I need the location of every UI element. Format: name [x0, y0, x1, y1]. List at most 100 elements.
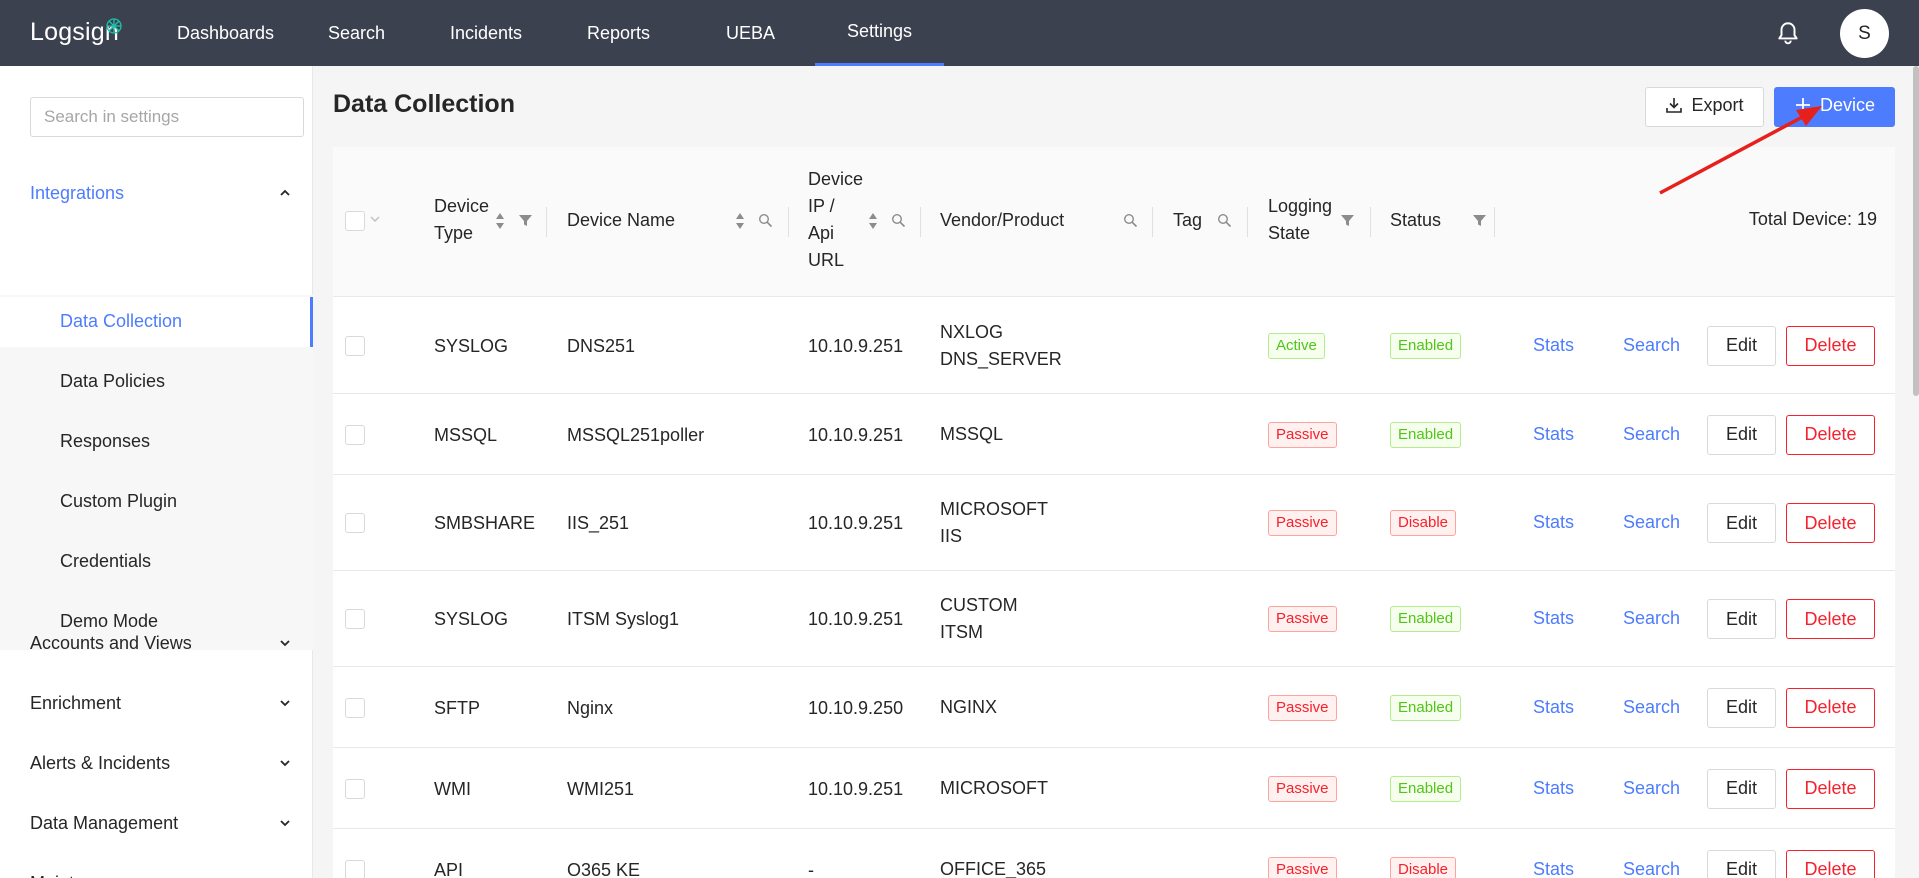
delete-button[interactable]: Delete [1786, 325, 1875, 366]
notification-bell-icon[interactable] [1775, 20, 1801, 46]
cell-device-name: IIS_251 [567, 513, 630, 533]
vendor-line: NXLOG [940, 321, 1004, 342]
edit-button[interactable]: Edit [1707, 414, 1776, 455]
chevron-up-icon [280, 189, 290, 196]
sidebar-group-maintenance[interactable]: Maintenance [0, 855, 313, 878]
sidebar-item-responses[interactable]: Responses [0, 417, 313, 467]
stats-link[interactable]: Stats [1533, 334, 1575, 355]
row-checkbox[interactable] [345, 513, 365, 533]
sidebar-item-custom-plugin[interactable]: Custom Plugin [0, 477, 313, 527]
page-scrollbar[interactable] [1913, 66, 1919, 396]
column-divider [1370, 207, 1371, 237]
edit-button[interactable]: Edit [1707, 849, 1776, 878]
column-divider [546, 207, 547, 237]
stats-link[interactable]: Stats [1533, 696, 1575, 717]
search-icon[interactable] [758, 213, 773, 228]
cell-device-type: MSSQL [434, 424, 498, 445]
vendor-line: ITSM [940, 622, 983, 642]
nav-incidents[interactable]: Incidents [450, 23, 523, 43]
row-checkbox[interactable] [345, 778, 365, 799]
edit-button[interactable]: Edit [1707, 599, 1776, 639]
top-navigation-bar: Logsign Dashboards Search Incidents Reports… [0, 0, 1919, 66]
cell-vendor-product: NGINX [940, 694, 997, 721]
filter-icon[interactable] [518, 213, 533, 228]
search-link[interactable]: Search [1623, 512, 1681, 532]
row-checkbox[interactable] [345, 424, 365, 445]
nav-reports[interactable]: Reports [587, 23, 651, 43]
delete-button[interactable]: Delete [1786, 599, 1875, 639]
cell-device-type: SFTP [434, 697, 481, 718]
chevron-down-icon [280, 820, 290, 827]
edit-button[interactable]: Edit [1707, 325, 1776, 366]
status-badge: Disable [1390, 510, 1457, 536]
cell-vendor-product: MICROSOFT IIS [940, 496, 1048, 550]
cell-device-ip: 10.10.9.251 [808, 335, 904, 356]
stats-link[interactable]: Stats [1533, 512, 1575, 532]
add-device-button[interactable]: Device [1774, 87, 1895, 127]
search-link[interactable]: Search [1623, 608, 1681, 628]
sidebar-group-enrichment[interactable]: Enrichment [0, 675, 313, 735]
table-row: API O365 KE - OFFICE_365 Passive Disable Stats… [333, 829, 1895, 878]
stats-link[interactable]: Stats [1533, 858, 1575, 878]
sidebar-item-demo-mode[interactable]: Demo Mode [0, 597, 313, 647]
sidebar-group-data-management[interactable]: Data Management [0, 795, 313, 855]
delete-button[interactable]: Delete [1786, 414, 1875, 455]
stats-link[interactable]: Stats [1533, 423, 1575, 444]
sort-icon[interactable] [494, 211, 506, 231]
nav-dashboards[interactable]: Dashboards [177, 23, 275, 43]
chevron-down-icon [280, 700, 290, 707]
sort-icon[interactable] [734, 211, 746, 231]
stats-link[interactable]: Stats [1533, 777, 1575, 798]
cell-device-ip: - [808, 859, 814, 878]
vendor-line: MICROSOFT [940, 778, 1048, 798]
table-row: SFTP Nginx 10.10.9.250 NGINX Passive Enabled S… [333, 667, 1895, 748]
sort-icon[interactable] [867, 211, 879, 231]
filter-icon[interactable] [1472, 213, 1487, 228]
sidebar-group-alerts-incidents[interactable]: Alerts & Incidents [0, 735, 313, 795]
edit-button[interactable]: Edit [1707, 503, 1776, 543]
search-link[interactable]: Search [1623, 696, 1681, 717]
row-checkbox[interactable] [345, 335, 365, 356]
sidebar-group-accounts-and-views[interactable]: Accounts and Views [0, 615, 313, 675]
search-icon[interactable] [1123, 213, 1138, 228]
vendor-line: OFFICE_365 [940, 859, 1047, 878]
row-checkbox[interactable] [345, 697, 365, 718]
export-button[interactable]: Export [1645, 87, 1764, 127]
delete-button[interactable]: Delete [1786, 503, 1875, 543]
edit-button[interactable]: Edit [1707, 687, 1776, 728]
search-link[interactable]: Search [1623, 777, 1681, 798]
row-checkbox[interactable] [345, 859, 365, 878]
search-link[interactable]: Search [1623, 423, 1681, 444]
cell-vendor-product: MICROSOFT [940, 775, 1048, 802]
vendor-line: MSSQL [940, 424, 1004, 444]
column-device-ip-line1: Device [808, 169, 864, 189]
status-badge: Disable [1390, 856, 1457, 878]
nav-settings[interactable]: Settings [815, 0, 944, 66]
stats-link[interactable]: Stats [1533, 608, 1575, 628]
user-avatar[interactable]: S [1840, 9, 1889, 58]
filter-icon[interactable] [1340, 213, 1355, 228]
edit-button[interactable]: Edit [1707, 768, 1776, 809]
brand-logo[interactable]: Logsign [30, 18, 119, 46]
cell-device-name: DNS251 [567, 335, 636, 356]
chevron-down-icon[interactable] [369, 213, 381, 225]
search-icon[interactable] [891, 213, 906, 228]
vendor-line: IIS [940, 526, 963, 546]
sidebar-item-data-policies[interactable]: Data Policies [0, 357, 313, 407]
nav-search[interactable]: Search [328, 23, 386, 43]
cell-device-name: Nginx [567, 697, 614, 718]
search-icon[interactable] [1217, 213, 1232, 228]
delete-button[interactable]: Delete [1786, 849, 1875, 878]
delete-button[interactable]: Delete [1786, 687, 1875, 728]
settings-search-input[interactable] [30, 97, 304, 137]
sidebar-group-integrations[interactable]: Integrations [0, 165, 313, 225]
delete-button[interactable]: Delete [1786, 768, 1875, 809]
search-link[interactable]: Search [1623, 858, 1681, 878]
sidebar-item-credentials[interactable]: Credentials [0, 537, 313, 587]
nav-ueba[interactable]: UEBA [726, 23, 776, 43]
sidebar-item-data-collection[interactable]: Data Collection [0, 297, 313, 347]
logging-state-badge: Passive [1268, 510, 1337, 536]
row-checkbox[interactable] [345, 609, 365, 629]
select-all-checkbox[interactable] [345, 211, 365, 231]
search-link[interactable]: Search [1623, 334, 1681, 355]
